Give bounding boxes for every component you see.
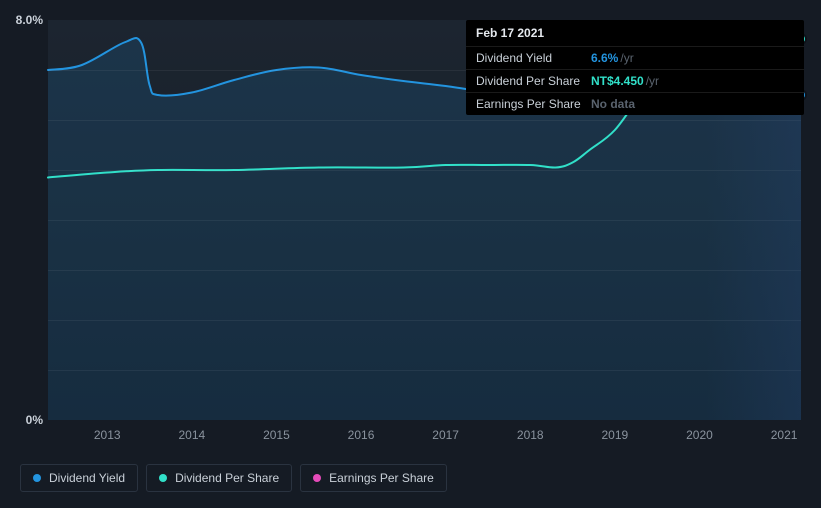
x-axis-label: 2020 xyxy=(686,428,713,442)
x-axis-label: 2014 xyxy=(178,428,205,442)
tooltip-row-suffix: /yr xyxy=(620,51,633,65)
tooltip-row-suffix: /yr xyxy=(646,74,659,88)
gridline xyxy=(48,120,801,121)
legend-label: Earnings Per Share xyxy=(329,471,434,485)
legend-dot-icon xyxy=(313,474,321,482)
x-axis-label: 2017 xyxy=(432,428,459,442)
tooltip-row-label: Earnings Per Share xyxy=(476,97,591,111)
legend-label: Dividend Per Share xyxy=(175,471,279,485)
x-axis-label: 2018 xyxy=(517,428,544,442)
tooltip-row-value: 6.6% xyxy=(591,51,618,65)
gridline xyxy=(48,320,801,321)
legend-label: Dividend Yield xyxy=(49,471,125,485)
y-axis-label: 8.0% xyxy=(16,13,43,27)
tooltip-date: Feb 17 2021 xyxy=(466,20,804,47)
gridline xyxy=(48,370,801,371)
legend-item[interactable]: Dividend Yield xyxy=(20,464,138,492)
gridline xyxy=(48,270,801,271)
x-axis-label: 2019 xyxy=(602,428,629,442)
tooltip-row: Dividend Per ShareNT$4.450 /yr xyxy=(466,70,804,93)
y-axis-label: 0% xyxy=(26,413,43,427)
tooltip-row: Dividend Yield6.6% /yr xyxy=(466,47,804,70)
gridline xyxy=(48,220,801,221)
x-axis-label: 2021 xyxy=(771,428,798,442)
tooltip-row-value: NT$4.450 xyxy=(591,74,644,88)
tooltip-row: Earnings Per ShareNo data xyxy=(466,93,804,115)
x-axis-label: 2015 xyxy=(263,428,290,442)
legend: Dividend Yield Dividend Per Share Earnings… xyxy=(20,464,447,492)
legend-item[interactable]: Dividend Per Share xyxy=(146,464,292,492)
chart-tooltip: Feb 17 2021 Dividend Yield6.6% /yrDivide… xyxy=(466,20,804,115)
legend-dot-icon xyxy=(159,474,167,482)
legend-item[interactable]: Earnings Per Share xyxy=(300,464,447,492)
legend-dot-icon xyxy=(33,474,41,482)
gridline xyxy=(48,170,801,171)
x-axis-label: 2013 xyxy=(94,428,121,442)
dividend-chart: Past 8.0%0%20132014201520162017201820192… xyxy=(0,0,821,508)
x-axis-label: 2016 xyxy=(348,428,375,442)
tooltip-row-label: Dividend Yield xyxy=(476,51,591,65)
tooltip-row-label: Dividend Per Share xyxy=(476,74,591,88)
tooltip-row-value: No data xyxy=(591,97,635,111)
